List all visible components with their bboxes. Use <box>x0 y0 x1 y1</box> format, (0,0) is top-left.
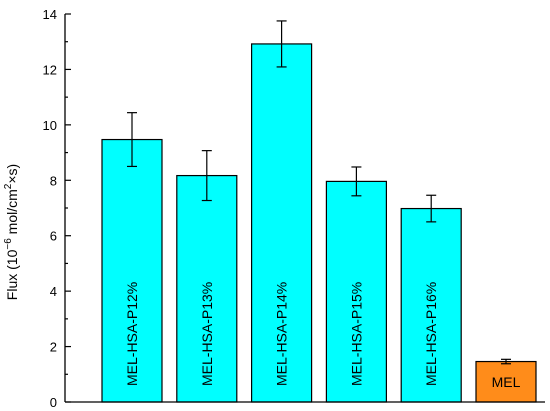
bars-group <box>101 43 537 403</box>
bar-label: MEL-HSA-P16% <box>423 282 439 386</box>
y-axis-label-exponent-2: 2 <box>3 183 14 189</box>
y-tick-label: 12 <box>43 62 57 77</box>
bar <box>475 360 537 403</box>
error-bars-group <box>127 20 511 365</box>
axes-group: 0 2 4 6 8 10 12 14 <box>43 7 545 410</box>
y-axis-label-suffix: ×s) <box>4 164 20 184</box>
y-tick-label: 6 <box>50 229 57 244</box>
y-axis-label: Flux (10−6 mol/cm2×s) <box>3 164 20 300</box>
bar-label: MEL-HSA-P13% <box>199 282 215 386</box>
bar-labels-group: MEL-HSA-P12% MEL-HSA-P13% MEL-HSA-P14% MEL-… <box>124 282 521 390</box>
bar <box>101 138 163 403</box>
y-axis-label-unit: mol/cm <box>4 189 20 238</box>
y-tick-label: 10 <box>43 118 57 133</box>
y-tick-label: 0 <box>50 395 57 410</box>
y-tick-label: 8 <box>50 173 57 188</box>
bar-label: MEL-HSA-P14% <box>274 282 290 386</box>
bar <box>325 180 387 403</box>
bar-label: MEL <box>492 374 521 390</box>
y-tick-label: 4 <box>50 284 57 299</box>
bar <box>176 174 238 403</box>
bar <box>400 207 462 403</box>
y-axis-label-exponent: −6 <box>3 238 14 250</box>
y-tick-label: 2 <box>50 340 57 355</box>
bar-label: MEL-HSA-P15% <box>348 282 364 386</box>
y-tick-label: 14 <box>43 7 57 22</box>
y-axis-label-prefix: Flux (10 <box>4 249 20 300</box>
bar-label: MEL-HSA-P12% <box>124 282 140 386</box>
